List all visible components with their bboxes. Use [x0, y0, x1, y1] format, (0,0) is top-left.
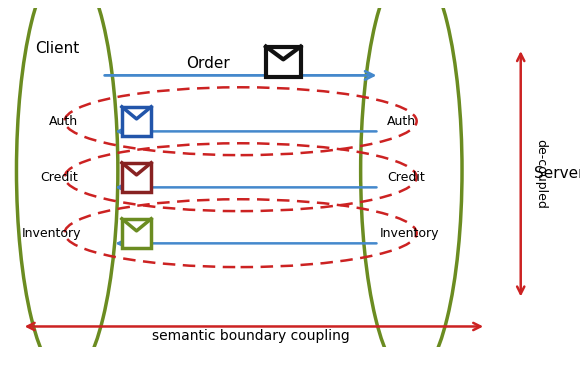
Text: Server: Server: [534, 166, 580, 181]
FancyBboxPatch shape: [266, 47, 300, 77]
FancyBboxPatch shape: [122, 219, 151, 248]
Text: Credit: Credit: [387, 171, 425, 184]
Text: Order: Order: [186, 56, 230, 71]
Text: Credit: Credit: [41, 171, 78, 184]
Text: Inventory: Inventory: [22, 227, 81, 240]
Text: Client: Client: [35, 41, 79, 56]
FancyBboxPatch shape: [122, 163, 151, 192]
Text: de-coupled: de-coupled: [534, 139, 547, 209]
Text: semantic boundary coupling: semantic boundary coupling: [153, 329, 350, 343]
Text: Inventory: Inventory: [379, 227, 439, 240]
Text: Auth: Auth: [49, 115, 78, 128]
Text: Auth: Auth: [387, 115, 416, 128]
FancyBboxPatch shape: [122, 107, 151, 136]
